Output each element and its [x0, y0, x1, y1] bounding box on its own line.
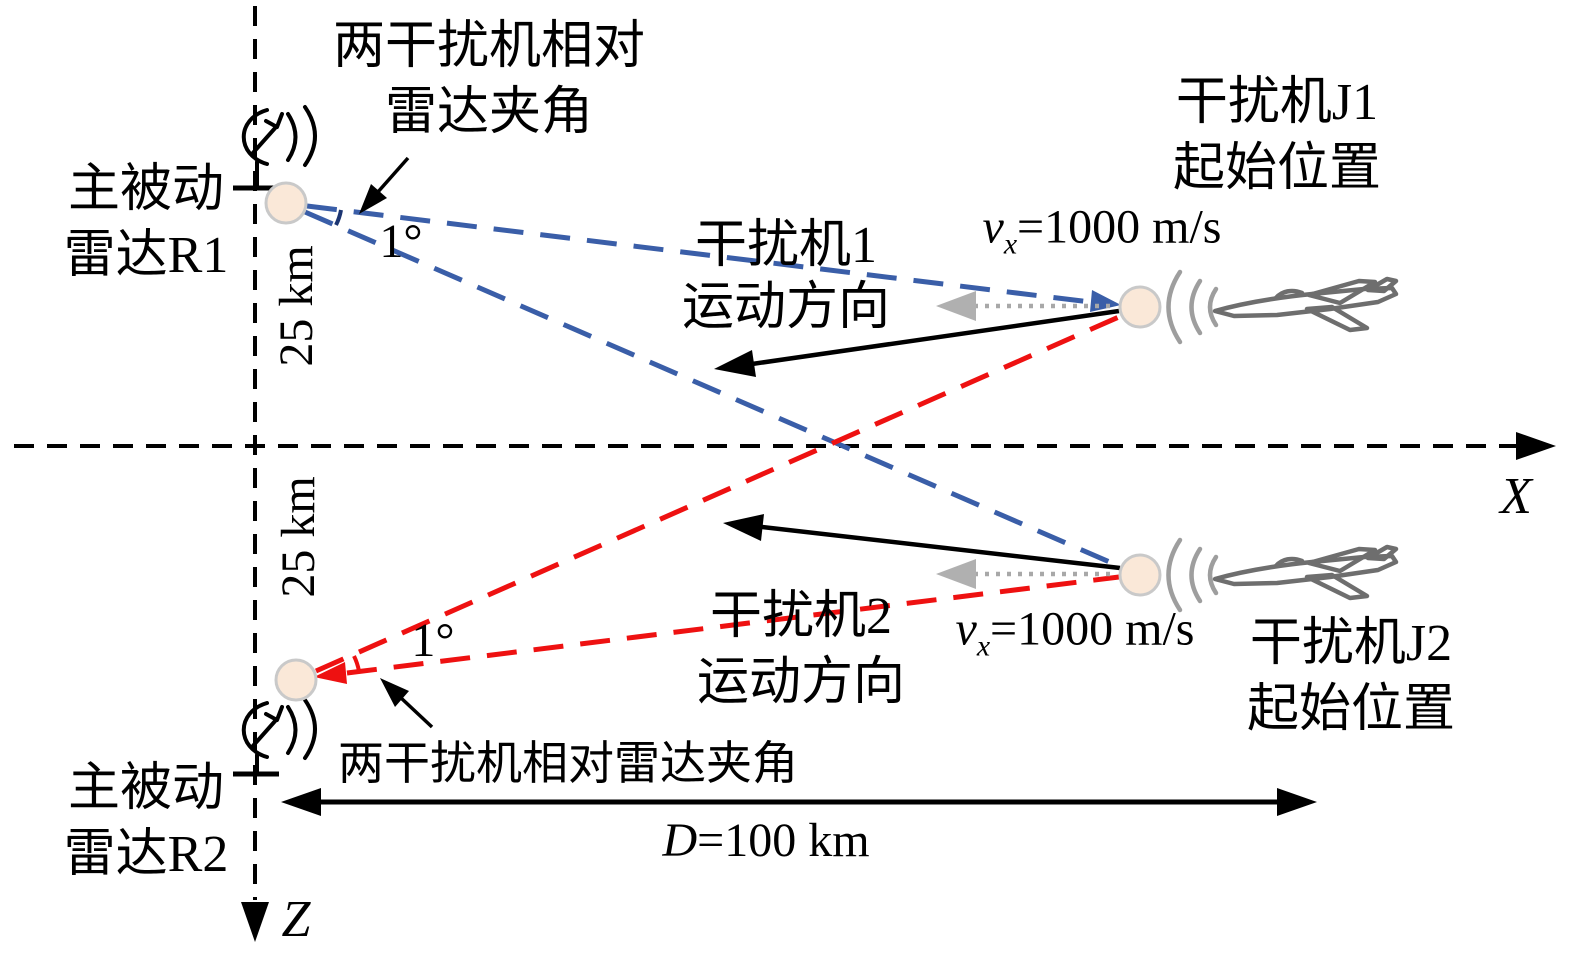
red-arrowhead-at-r2 [314, 662, 347, 684]
bottom-callout-line [398, 695, 434, 729]
j2-motion-arrowhead [723, 514, 764, 541]
radar1-sight-lines [304, 203, 1122, 570]
radar2-label: 主被动 雷达R2 [64, 756, 229, 888]
jammer1-direction-line2: 运动方向 [681, 279, 891, 336]
j2-velocity-arrowhead [936, 559, 976, 589]
radar2-label-line1: 主被动 [67, 760, 224, 817]
jammer2-direction-line2: 运动方向 [696, 654, 906, 711]
motion-direction-arrows [751, 308, 1121, 571]
jammer2-velocity-label: vx=1000 m/s [956, 601, 1195, 676]
velocity-arrows [974, 303, 1114, 577]
bottom-angle-callout-label: 两干扰机相对雷达夹角 [338, 738, 798, 789]
x-axis-label: X [1500, 468, 1532, 525]
top-callout-line [375, 156, 410, 195]
j1-motion-arrowhead [714, 350, 756, 377]
jammer2-node [1118, 553, 1162, 597]
z-axis-arrowhead [241, 902, 269, 942]
radar2-node [274, 658, 318, 702]
top-callout-arrowhead [359, 184, 387, 214]
radar2-sight-lines [314, 313, 1123, 676]
j1-motion-line [751, 308, 1120, 367]
jammer1-wave-arcs [1166, 269, 1219, 345]
jammer1-position-label: 干扰机J1 起始位置 [1173, 70, 1381, 202]
jammer2-velocity-value: =1000 m/s [990, 602, 1195, 656]
j2-motion-line [761, 524, 1121, 571]
jammer2-direction-line1: 干扰机2 [709, 588, 893, 645]
jammer1-velocity-value: =1000 m/s [1017, 200, 1222, 254]
jammer2-position-line2: 起始位置 [1246, 681, 1456, 738]
radar1-label: 主被动 雷达R1 [64, 157, 229, 289]
radar1-node [264, 181, 308, 225]
jammer2-velocity-sub: x [976, 629, 991, 663]
baseline-distance-value: =100 km [697, 814, 870, 867]
line-r2-to-j1 [314, 313, 1123, 674]
blue-arrowhead-at-j1 [1090, 290, 1121, 312]
line-r2-to-j2 [346, 574, 1120, 676]
baseline-right-arrowhead [1277, 788, 1317, 816]
jammer1-position-line1: 干扰机J1 [1175, 74, 1379, 131]
top-angle-callout-line1: 两干扰机相对 [332, 18, 646, 75]
jammer2-velocity-var: v [955, 602, 977, 656]
radar2-antenna-icon [241, 698, 317, 775]
radar2-label-line2: 雷达R2 [63, 826, 229, 883]
baseline-distance-var: D [662, 814, 698, 867]
callout-pointers [375, 156, 434, 729]
top-angle-callout-label: 两干扰机相对 雷达夹角 [333, 14, 645, 146]
radar1-label-line2: 雷达R1 [63, 227, 229, 284]
jammer1-aircraft-icon [1212, 276, 1399, 333]
jammer1-position-line2: 起始位置 [1172, 140, 1382, 197]
line-r1-to-j2 [304, 209, 1122, 570]
jammer2-position-line1: 干扰机J2 [1249, 615, 1453, 672]
z-axis-label: Z [281, 891, 311, 948]
jammer2-direction-label: 干扰机2 运动方向 [697, 584, 905, 716]
bottom-callout-arrowhead [380, 678, 409, 707]
offset-upper-label: 25 km [270, 245, 323, 367]
jammer1-direction-label: 干扰机1 运动方向 [682, 215, 890, 339]
radar1-label-line1: 主被动 [67, 161, 224, 218]
baseline-distance-label: D=100 km [662, 812, 869, 870]
jammer1-velocity-var: v [982, 200, 1004, 254]
offset-lower-label: 25 km [272, 476, 325, 598]
jammer1-velocity-sub: x [1003, 227, 1018, 261]
jammer1-node [1118, 285, 1162, 329]
jammer2-wave-arcs [1166, 537, 1219, 613]
j1-velocity-arrowhead [936, 291, 976, 321]
top-angle-callout-line2: 雷达夹角 [384, 84, 594, 141]
baseline-left-arrowhead [281, 788, 321, 816]
jammer2-aircraft-icon [1212, 544, 1399, 601]
angle1-arc [334, 209, 343, 226]
radar1-antenna-icon [241, 105, 317, 189]
angle2-arc [352, 655, 361, 672]
jammer1-velocity-label: vx=1000 m/s [983, 199, 1222, 274]
angle2-value: 1° [411, 614, 455, 667]
angle1-value: 1° [379, 215, 423, 268]
jammer1-direction-line1: 干扰机1 [694, 217, 878, 274]
jammer2-position-label: 干扰机J2 起始位置 [1247, 611, 1455, 743]
line-r1-to-j1 [306, 203, 1091, 305]
x-axis-arrowhead [1516, 432, 1556, 460]
